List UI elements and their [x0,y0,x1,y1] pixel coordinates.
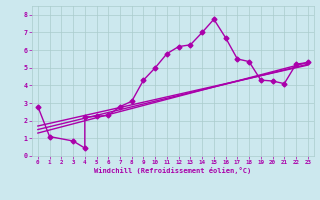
X-axis label: Windchill (Refroidissement éolien,°C): Windchill (Refroidissement éolien,°C) [94,167,252,174]
